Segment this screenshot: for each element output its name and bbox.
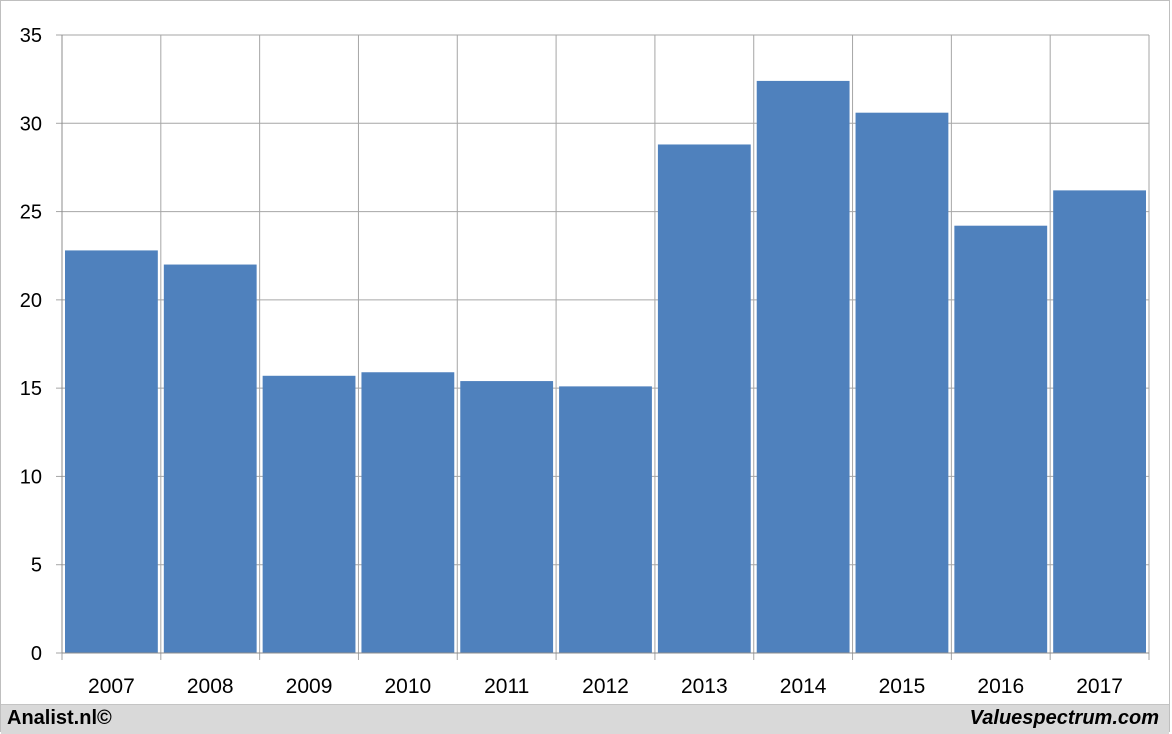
y-tick-label: 0 xyxy=(31,643,42,665)
x-tick-label: 2013 xyxy=(681,675,728,698)
bar xyxy=(559,386,652,653)
bar-chart: 0 5 10 15 20 25 30 35 2007 2008 2009 2010 2011 2012 20… xyxy=(20,25,1150,698)
bar xyxy=(65,250,158,653)
bar xyxy=(657,144,751,653)
x-tick-label: 2008 xyxy=(187,675,234,698)
bar xyxy=(1053,190,1146,653)
y-tick-label: 30 xyxy=(20,113,42,135)
bar xyxy=(855,112,949,654)
y-tick-label: 25 xyxy=(20,202,42,224)
x-tick-label: 2012 xyxy=(582,675,629,698)
bar xyxy=(460,381,554,653)
x-tick-label: 2009 xyxy=(286,675,333,698)
x-tick-label: 2007 xyxy=(88,675,135,698)
x-tick-label: 2014 xyxy=(780,675,827,698)
x-tick-label: 2010 xyxy=(385,675,432,698)
x-tick-label: 2017 xyxy=(1076,675,1123,698)
y-tick-label: 5 xyxy=(31,555,42,577)
x-tick-label: 2015 xyxy=(879,675,926,698)
x-tick-label: 2011 xyxy=(484,675,529,698)
y-tick-label: 15 xyxy=(20,378,42,400)
y-tick-label: 35 xyxy=(20,25,42,47)
bar xyxy=(163,264,257,653)
y-tick-label: 20 xyxy=(20,290,42,312)
bar xyxy=(361,372,455,653)
y-tick-label: 10 xyxy=(20,466,42,488)
bar xyxy=(756,80,850,653)
bar xyxy=(262,375,356,653)
footer-left-credit: Analist.nl© xyxy=(7,707,112,729)
footer-right-credit: Valuespectrum.com xyxy=(969,707,1159,729)
bar xyxy=(954,225,1048,653)
x-tick-label: 2016 xyxy=(977,675,1024,698)
footer-bar: Analist.nl© Valuespectrum.com xyxy=(1,704,1169,734)
